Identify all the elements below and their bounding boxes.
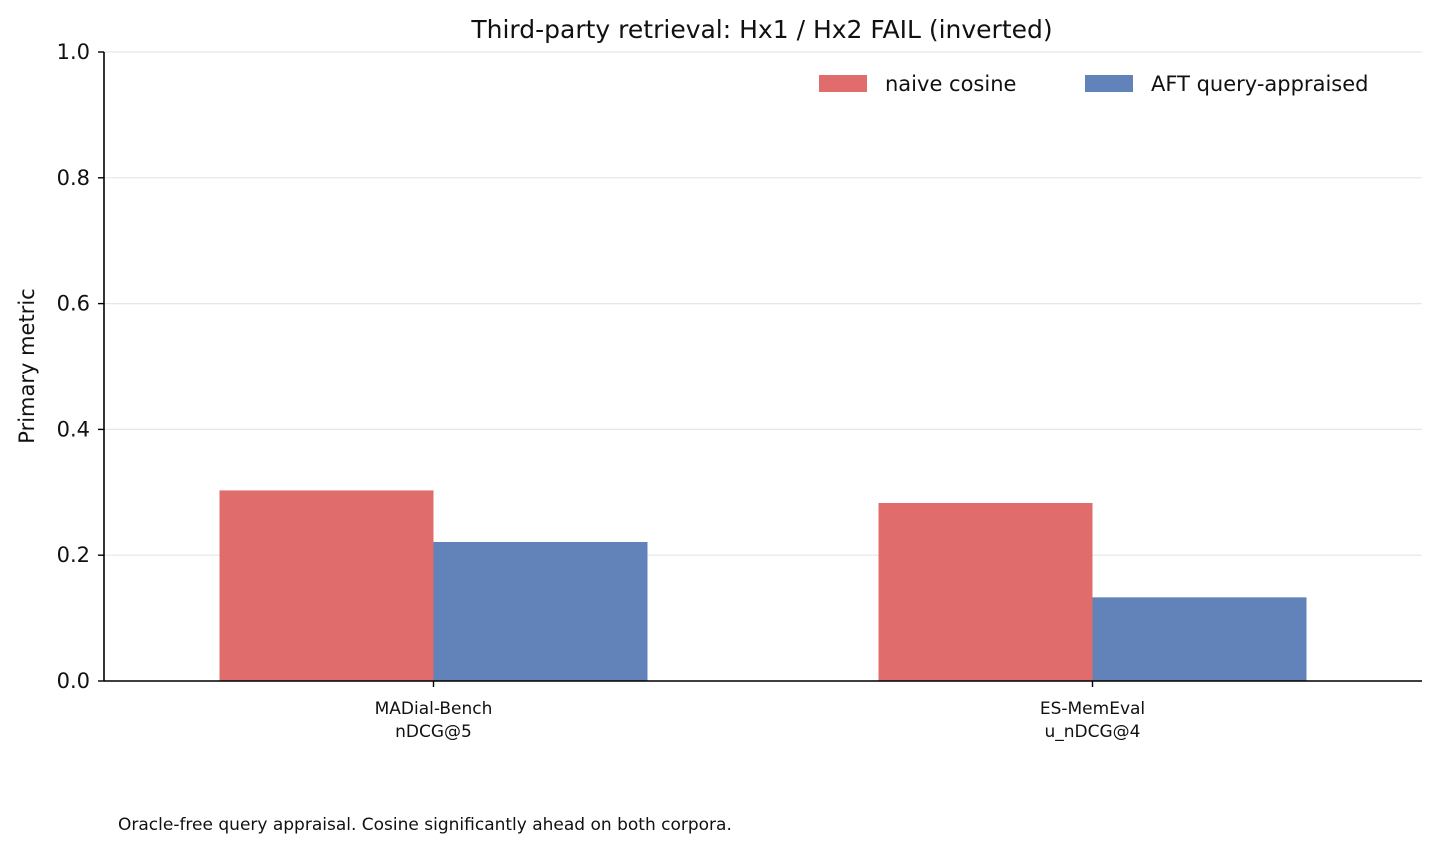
bar bbox=[219, 490, 434, 681]
y-tick-label: 0.8 bbox=[57, 166, 90, 190]
legend: naive cosine AFT query-appraised bbox=[819, 72, 1368, 96]
bars bbox=[219, 490, 1307, 681]
x-ticks: MADial-Bench nDCG@5 ES-MemEval u_nDCG@4 bbox=[375, 681, 1145, 742]
x-tick-label: MADial-Bench bbox=[375, 699, 493, 719]
y-tick-label: 0.0 bbox=[57, 669, 90, 693]
y-tick-label: 1.0 bbox=[57, 40, 90, 64]
legend-label: naive cosine bbox=[885, 72, 1016, 96]
bar bbox=[878, 502, 1093, 681]
y-tick-label: 0.4 bbox=[57, 417, 90, 441]
bar bbox=[433, 541, 648, 681]
y-tick-label: 0.2 bbox=[57, 543, 90, 567]
x-tick-label: u_nDCG@4 bbox=[1045, 722, 1141, 742]
x-tick-label: ES-MemEval bbox=[1040, 699, 1145, 719]
bar bbox=[1092, 597, 1307, 681]
axes bbox=[103, 52, 1422, 682]
legend-swatch bbox=[819, 75, 867, 92]
y-ticks: 0.0 0.2 0.4 0.6 0.8 1.0 bbox=[57, 40, 104, 693]
chart-title: Third-party retrieval: Hx1 / Hx2 FAIL (i… bbox=[470, 15, 1052, 44]
legend-label: AFT query-appraised bbox=[1151, 72, 1368, 96]
x-tick-label: nDCG@5 bbox=[395, 722, 472, 742]
y-tick-label: 0.6 bbox=[57, 292, 90, 316]
footnote: Oracle-free query appraisal. Cosine sign… bbox=[118, 815, 732, 835]
legend-swatch bbox=[1085, 75, 1133, 92]
y-axis-label: Primary metric bbox=[15, 288, 39, 443]
